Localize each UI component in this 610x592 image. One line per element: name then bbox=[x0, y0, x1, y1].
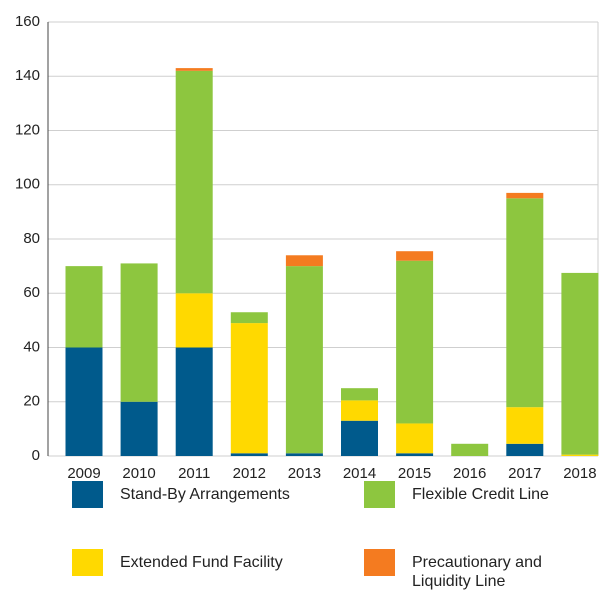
x-tick-label: 2015 bbox=[398, 465, 431, 482]
bar-segment bbox=[120, 263, 158, 402]
legend-item: Precautionary and Liquidity Line bbox=[364, 549, 574, 591]
bar-segment bbox=[506, 192, 544, 199]
legend-item: Extended Fund Facility bbox=[72, 549, 352, 576]
bar-segment bbox=[506, 198, 544, 408]
legend-label: Stand-By Arrangements bbox=[120, 486, 290, 503]
legend-item: Stand-By Arrangements bbox=[72, 481, 352, 508]
y-tick-label: 80 bbox=[23, 230, 40, 247]
bar-segment bbox=[341, 400, 378, 421]
bar-segment bbox=[341, 420, 378, 456]
x-tick-label: 2011 bbox=[178, 465, 210, 482]
bar-segment bbox=[396, 453, 434, 456]
bar-segment bbox=[175, 68, 213, 71]
x-tick-label: 2013 bbox=[288, 465, 321, 482]
legend-label: Precautionary and Liquidity Line bbox=[412, 554, 542, 590]
bar-segment bbox=[230, 323, 268, 454]
y-tick-label: 160 bbox=[15, 13, 40, 30]
y-tick-label: 100 bbox=[15, 176, 40, 193]
bar-segment bbox=[285, 266, 323, 454]
x-tick-label: 2018 bbox=[563, 465, 596, 482]
y-tick-label: 60 bbox=[23, 284, 40, 301]
bar-segment bbox=[561, 454, 599, 456]
y-tick-label: 140 bbox=[15, 67, 40, 84]
bar-segment bbox=[65, 266, 103, 348]
y-tick-label: 20 bbox=[23, 393, 40, 410]
legend-label: Flexible Credit Line bbox=[412, 486, 549, 503]
x-tick-label: 2014 bbox=[343, 465, 376, 482]
bar-segment bbox=[175, 70, 213, 294]
y-tick-label: 120 bbox=[15, 121, 40, 138]
bar-segment bbox=[451, 443, 489, 456]
bar-segment bbox=[65, 347, 103, 456]
bar-segment bbox=[285, 453, 323, 456]
legend-swatch bbox=[72, 549, 103, 576]
x-tick-label: 2017 bbox=[508, 465, 541, 482]
bar-segment bbox=[506, 407, 544, 444]
bar-segment bbox=[396, 251, 434, 261]
legend-item: Flexible Credit Line bbox=[364, 481, 610, 508]
legend-swatch bbox=[364, 481, 395, 508]
legend-swatch bbox=[72, 481, 103, 508]
x-tick-label: 2009 bbox=[67, 465, 100, 482]
bar-segment bbox=[120, 401, 158, 456]
bar-segment bbox=[230, 312, 268, 324]
bar-segment bbox=[561, 272, 599, 455]
legend-label: Extended Fund Facility bbox=[120, 554, 283, 571]
legend-swatch bbox=[364, 549, 395, 576]
bar-segment bbox=[285, 255, 323, 267]
bar-segment bbox=[396, 260, 434, 424]
x-tick-label: 2010 bbox=[122, 465, 155, 482]
x-tick-label: 2016 bbox=[453, 465, 486, 482]
bar-segment bbox=[175, 347, 213, 456]
bar-segment bbox=[396, 423, 434, 454]
x-tick-label: 2012 bbox=[233, 465, 266, 482]
y-tick-label: 40 bbox=[23, 338, 40, 355]
bar-segment bbox=[230, 453, 268, 456]
y-tick-label: 0 bbox=[32, 447, 40, 464]
bar-segment bbox=[341, 388, 378, 401]
bar-segment bbox=[506, 443, 544, 456]
bar-segment bbox=[175, 293, 213, 348]
